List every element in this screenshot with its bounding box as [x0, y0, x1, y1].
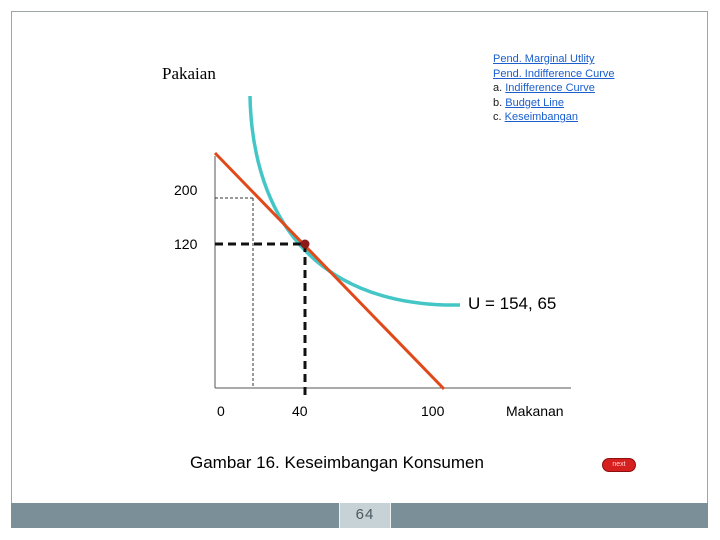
x-tick-40: 40: [292, 403, 308, 419]
y-axis-label: Pakaian: [162, 64, 216, 83]
x-tick-100: 100: [421, 403, 445, 419]
x-axis-label: Makanan: [506, 403, 564, 419]
link-prefix-a: a.: [493, 82, 506, 94]
y-tick-200: 200: [174, 182, 198, 198]
x-tick-0: 0: [217, 403, 225, 419]
next-button[interactable]: next: [602, 458, 636, 472]
navigation-links: Pend. Marginal Utlity Pend. Indifference…: [493, 52, 614, 125]
footer-right-panel: [391, 503, 708, 528]
footer-bar: 64: [11, 503, 708, 528]
equilibrium-point: [300, 239, 310, 249]
link-indifference-curve[interactable]: Indifference Curve: [505, 82, 595, 94]
utility-label: U = 154, 65: [468, 294, 557, 313]
slide-frame: [11, 11, 708, 528]
link-marginal-utility[interactable]: Pend. Marginal Utlity: [493, 53, 595, 65]
link-prefix-b: b.: [493, 96, 506, 109]
page-number: 64: [355, 506, 375, 523]
page-number-box: 64: [339, 503, 391, 528]
figure-caption: Gambar 16. Keseimbangan Konsumen: [190, 453, 484, 472]
link-prefix-c: c.: [493, 111, 505, 123]
link-budget-line[interactable]: Budget Line: [505, 96, 564, 109]
indifference-curve: [248, 95, 460, 307]
next-button-label: next: [612, 461, 626, 468]
y-tick-120: 120: [174, 236, 198, 252]
footer-left-panel: [11, 503, 339, 528]
budget-line: [213, 151, 446, 391]
link-keseimbangan[interactable]: Keseimbangan: [504, 111, 579, 123]
link-indifference-curve-intro[interactable]: Pend. Indifference Curve: [493, 67, 615, 80]
